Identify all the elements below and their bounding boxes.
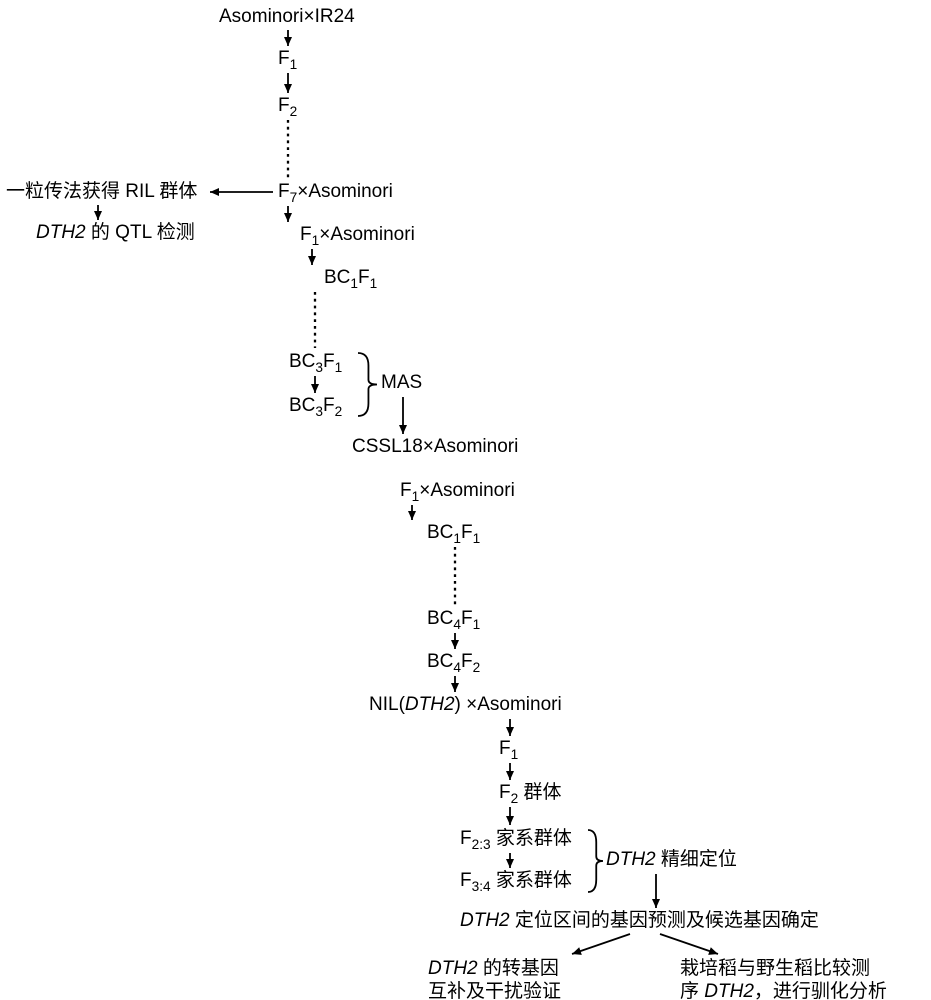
arrows-layer [0,0,931,1000]
